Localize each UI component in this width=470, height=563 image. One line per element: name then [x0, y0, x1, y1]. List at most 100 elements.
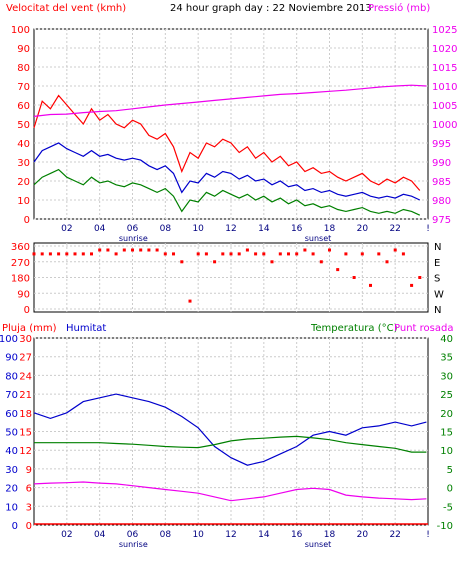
- direction-point: [213, 260, 217, 264]
- rain-y-tick-label: 0: [26, 521, 32, 532]
- series-pressure: [33, 84, 427, 117]
- compass-tick-label: N: [434, 242, 441, 253]
- direction-point: [344, 252, 348, 256]
- direction-point: [385, 260, 389, 264]
- direction-point: [40, 252, 44, 256]
- wind-y-tick-label: 60: [17, 101, 30, 112]
- lower-x-tick-label: 02: [61, 530, 72, 540]
- temperature-axis-label: Temperatura (°C): [310, 323, 398, 334]
- direction-point: [237, 252, 241, 256]
- direction-y-tick-label: 0: [24, 305, 30, 316]
- temperature-y-tick-label: 30: [440, 371, 453, 382]
- pressure-y-tick-label: 1005: [432, 101, 457, 112]
- humidity-y-tick-label: 10: [5, 502, 18, 513]
- dewpoint-axis-label: Punt rosada: [394, 323, 453, 334]
- rain-y-tick-label: 24: [19, 371, 32, 382]
- series-dewpoint: [33, 481, 427, 502]
- rain-axis-label: Pluja (mm): [2, 323, 57, 334]
- direction-point: [328, 248, 331, 252]
- compass-tick-label: N: [434, 305, 441, 316]
- direction-point: [270, 260, 274, 264]
- wind-x-tick-label: 20: [357, 224, 369, 234]
- rain-y-tick-label: 9: [26, 465, 32, 476]
- direction-point: [155, 248, 159, 252]
- humidity-y-tick-label: 70: [5, 390, 18, 401]
- lower-x-tick-label: !: [426, 530, 430, 540]
- temperature-y-tick-label: 40: [440, 334, 453, 345]
- direction-point: [57, 252, 61, 256]
- direction-point: [360, 252, 364, 256]
- direction-point: [73, 252, 77, 256]
- direction-point: [48, 252, 52, 256]
- pressure-y-tick-label: 1010: [432, 82, 457, 93]
- humidity-y-tick-label: 60: [5, 409, 18, 420]
- pressure-y-tick-label: 985: [432, 177, 451, 188]
- lower-x-tick-label: 10: [192, 530, 204, 540]
- series-wind-gust: [33, 94, 421, 191]
- direction-point: [180, 260, 184, 264]
- direction-point: [352, 276, 356, 279]
- rain-y-tick-label: 12: [19, 446, 32, 457]
- direction-point: [229, 252, 233, 256]
- lower-x-tick-label: 22: [389, 530, 400, 540]
- wind-axis-label: Velocitat del vent (kmh): [6, 3, 126, 14]
- wind-sunrise-label: sunrise: [119, 234, 148, 243]
- direction-point: [131, 248, 134, 252]
- direction-point: [287, 252, 290, 256]
- wind-sunset-label: sunset: [305, 234, 332, 243]
- compass-tick-label: W: [434, 289, 444, 300]
- lower-x-tick-label: 08: [160, 530, 172, 540]
- rain-y-tick-label: 21: [19, 390, 32, 401]
- wind-y-tick-label: 0: [24, 215, 30, 226]
- pressure-y-tick-label: 995: [432, 139, 451, 150]
- direction-point: [311, 252, 315, 256]
- direction-y-tick-label: 270: [11, 258, 30, 269]
- wind-x-tick-label: 16: [291, 224, 303, 234]
- wind-x-tick-label: !: [426, 224, 430, 234]
- direction-y-tick-label: 360: [11, 242, 30, 253]
- pressure-axis-label: Pressió (mb): [368, 2, 430, 14]
- rain-y-tick-label: 15: [19, 428, 32, 439]
- sun-markers: sunrise sunset sunrise sunset: [119, 234, 331, 549]
- direction-point: [163, 252, 167, 256]
- lower-x-tick-label: 14: [258, 530, 270, 540]
- direction-y-tick-label: 180: [11, 274, 30, 285]
- temperature-y-tick-label: -5: [443, 502, 453, 513]
- series-wind-avg: [33, 142, 421, 201]
- direction-point: [65, 252, 69, 256]
- series-temperature: [34, 435, 427, 453]
- wind-x-tick-label: 12: [225, 224, 236, 234]
- wind-x-tick-label: 18: [324, 224, 336, 234]
- direction-point: [278, 252, 282, 256]
- pressure-y-tick-label: 1025: [432, 25, 457, 36]
- temperature-y-tick-label: 25: [440, 390, 453, 401]
- direction-y-tick-label: 90: [17, 289, 30, 300]
- pressure-y-tick-label: 1000: [432, 120, 457, 131]
- wind-x-tick-label: 08: [160, 224, 172, 234]
- data-series: [32, 84, 428, 525]
- rain-y-tick-label: 3: [26, 502, 32, 513]
- direction-point: [81, 252, 85, 256]
- direction-point: [98, 248, 102, 252]
- humidity-y-tick-label: 0: [12, 521, 18, 532]
- wind-y-tick-label: 90: [17, 44, 30, 55]
- direction-point: [221, 252, 225, 256]
- lower-x-tick-label: 04: [94, 530, 106, 540]
- direction-point: [204, 252, 208, 256]
- humidity-y-tick-label: 30: [5, 465, 18, 476]
- wind-y-tick-label: 50: [17, 120, 30, 131]
- direction-point: [295, 252, 299, 256]
- pressure-y-tick-label: 1020: [432, 44, 457, 55]
- temperature-y-tick-label: 5: [447, 465, 453, 476]
- wind-x-tick-label: 10: [192, 224, 204, 234]
- series-humidity: [33, 393, 427, 466]
- direction-point: [32, 252, 36, 256]
- direction-point: [262, 252, 266, 256]
- rain-y-tick-label: 6: [26, 484, 32, 495]
- rain-y-tick-label: 18: [19, 409, 32, 420]
- temperature-y-tick-label: -10: [437, 521, 453, 532]
- humidity-y-tick-label: 80: [5, 371, 18, 382]
- rain-y-tick-label: 27: [19, 353, 32, 364]
